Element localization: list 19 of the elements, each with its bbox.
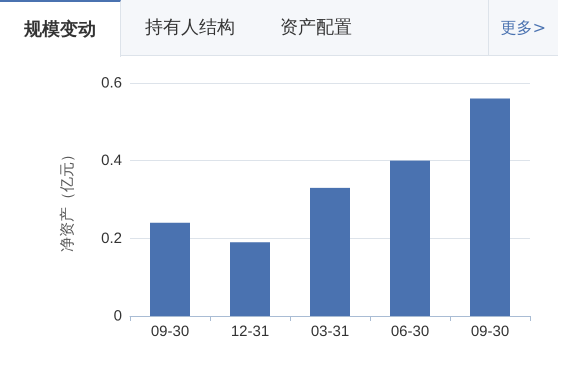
y-tick-label: 0.4 <box>101 152 122 170</box>
x-tick-label: 03-31 <box>310 323 350 340</box>
x-tick-label: 09-30 <box>150 323 190 340</box>
x-tick-label: 06-30 <box>390 323 430 340</box>
y-tick-label: 0.2 <box>101 230 122 247</box>
bar <box>150 222 190 316</box>
bar <box>310 188 350 316</box>
text: 更多> <box>488 0 558 55</box>
bar <box>390 160 430 316</box>
bar <box>230 242 270 316</box>
text: 持有人结构 <box>145 16 235 40</box>
y-tick-label: 0.6 <box>101 74 122 92</box>
y-tick-label: 0 <box>114 308 122 324</box>
text: 资产配置 <box>280 16 352 40</box>
bar <box>470 98 510 316</box>
y-axis-title: 净资产（亿元） <box>59 147 76 252</box>
x-tick-label: 09-30 <box>470 323 510 340</box>
x-tick-label: 12-31 <box>230 323 270 340</box>
text: 规模变动 <box>0 0 121 57</box>
